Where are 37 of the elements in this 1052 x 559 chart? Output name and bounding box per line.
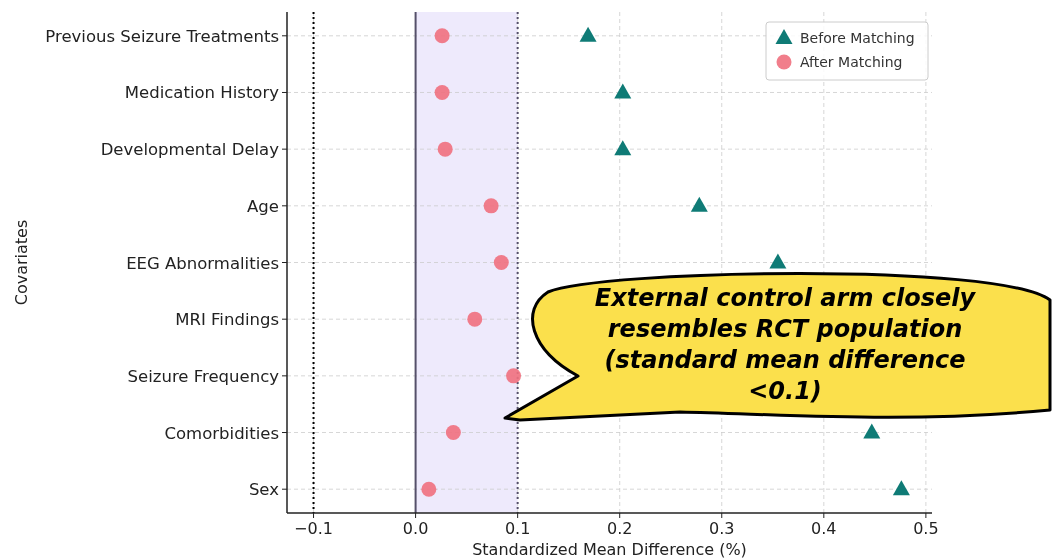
point (863, 423, 881, 439)
x-tick-label: 0.2 (606, 519, 633, 538)
x-axis-title: Standardized Mean Difference (%) (472, 540, 747, 559)
point (579, 26, 597, 42)
annotation: External control arm closely resembles RCT population (standard mean difference <0.1) (594, 284, 977, 405)
y-tick-label: Previous Seizure Treatments (45, 26, 279, 46)
y-tick-label: Comorbidities (164, 423, 279, 443)
y-tick-label: MRI Findings (175, 310, 279, 330)
x-tick-label: 0.4 (811, 519, 837, 538)
point (437, 141, 453, 157)
point (421, 481, 437, 497)
point (506, 368, 522, 384)
x-tick-label: −0.1 (294, 519, 333, 538)
y-tick-label: Developmental Delay (100, 140, 280, 160)
point (892, 480, 910, 496)
y-axis-title: Covariates (12, 219, 31, 306)
x-tick-label: 0.0 (402, 519, 429, 538)
point (769, 253, 787, 269)
y-tick-label: Age (247, 196, 279, 216)
point (614, 83, 632, 99)
y-tick-label: EEG Abnormalities (126, 253, 279, 273)
point (445, 425, 461, 441)
y-tick-label: Medication History (124, 83, 280, 103)
point (434, 84, 450, 100)
point (467, 311, 483, 327)
x-tick-label: 0.5 (913, 519, 939, 538)
point (434, 28, 450, 44)
point (493, 255, 509, 270)
point (483, 198, 499, 214)
legend-label: Before Matching (800, 30, 915, 46)
x-tick-label: 0.3 (709, 519, 735, 538)
point (690, 196, 708, 212)
x-tick-label: 0.1 (504, 519, 531, 538)
y-tick-label: Seizure Frequency (127, 366, 280, 386)
legend-label: After Matching (800, 54, 903, 70)
y-tick-label: Sex (248, 480, 280, 500)
point (614, 140, 632, 156)
